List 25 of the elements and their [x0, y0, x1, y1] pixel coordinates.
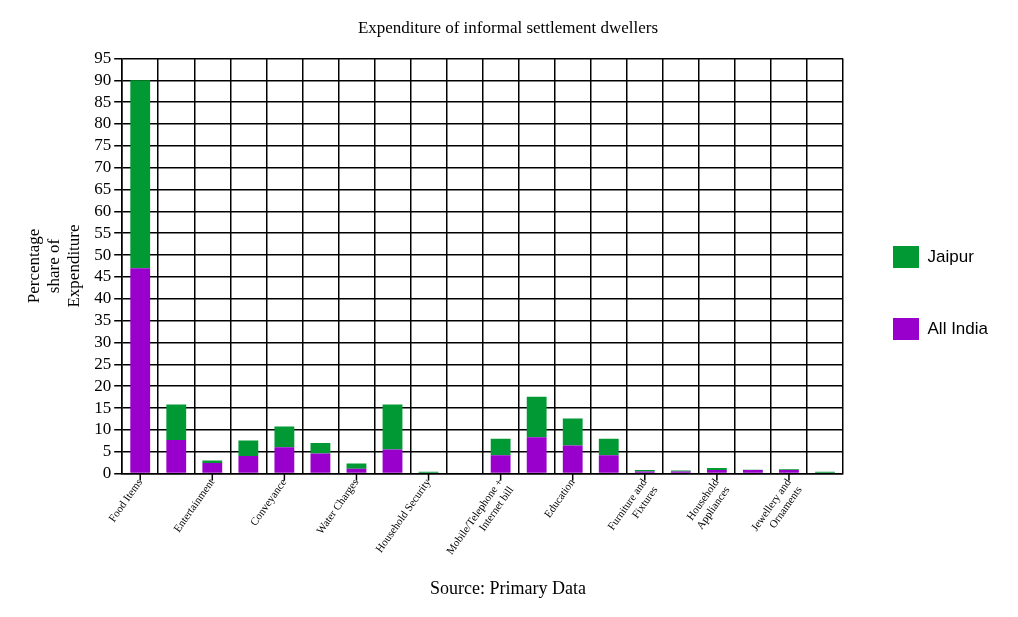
- y-tick-label: 40: [94, 288, 112, 308]
- y-tick-label: 95: [94, 47, 112, 67]
- legend-label: Jaipur: [927, 246, 975, 266]
- legend-label: All India: [927, 318, 989, 338]
- y-tick-label: 60: [94, 200, 112, 220]
- y-tick-label: 10: [94, 419, 112, 439]
- y-tick-label: 35: [94, 310, 112, 330]
- y-tick-label: 65: [94, 178, 112, 198]
- chart-title: Expenditure of informal settlement dwellers: [357, 17, 659, 37]
- y-tick-label: 25: [94, 353, 112, 373]
- y-tick-label: 75: [94, 135, 112, 155]
- y-tick-label: 55: [94, 222, 112, 242]
- y-tick-label: 5: [102, 441, 112, 461]
- y-tick-label: 30: [94, 331, 112, 351]
- y-tick-label: 20: [94, 375, 112, 395]
- y-tick-label: 0: [102, 463, 112, 483]
- source-note: Source: Primary Data: [429, 578, 587, 599]
- y-tick-label: 15: [94, 397, 112, 417]
- y-tick-label: 70: [94, 157, 112, 177]
- y-axis-title: Percentage share of Expenditure: [23, 224, 84, 308]
- y-tick-label: 90: [94, 69, 112, 89]
- y-tick-label: 45: [94, 266, 112, 286]
- y-tick-label: 80: [94, 113, 112, 133]
- y-tick-label: 85: [94, 91, 112, 111]
- y-tick-label: 50: [94, 244, 112, 264]
